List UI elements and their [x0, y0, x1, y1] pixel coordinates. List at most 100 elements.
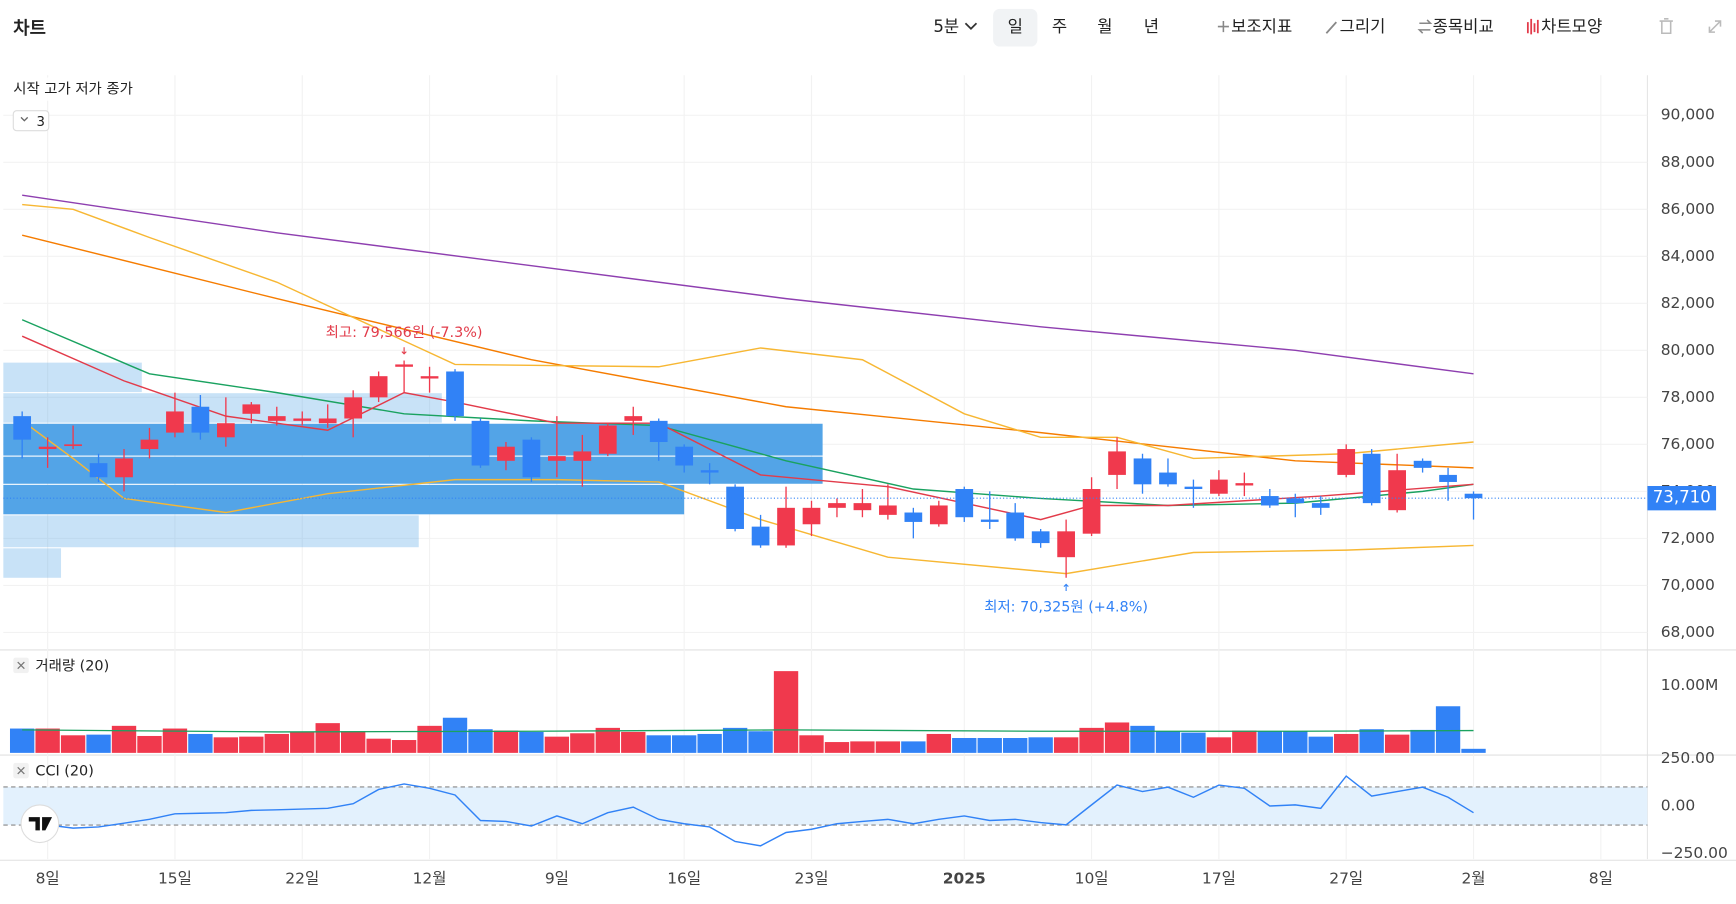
- x-tick-label: 22일: [285, 870, 319, 888]
- candle-body: [955, 489, 974, 518]
- volume-bar: [1435, 706, 1461, 753]
- volume-bar: [621, 731, 646, 753]
- annotation: 최저: 70,325원 (+4.8%): [984, 599, 1148, 616]
- volume-bar: [1308, 736, 1333, 753]
- candle-body: [318, 418, 337, 424]
- volume-profile-bar: [3, 484, 685, 515]
- candle-body: [166, 411, 184, 433]
- y-tick-label: 10.00M: [1661, 676, 1719, 694]
- volume-bar: [1384, 734, 1410, 753]
- candle-body: [624, 416, 643, 421]
- cci-line: [22, 775, 1474, 847]
- volume-bar: [1181, 732, 1206, 753]
- volume-bar: [697, 733, 722, 753]
- annotation-arrow: [1063, 583, 1069, 592]
- indicator-line: [22, 194, 1474, 375]
- y-tick-label: 88,000: [1661, 153, 1715, 171]
- volume-bar: [901, 741, 926, 753]
- volume-bar: [162, 728, 188, 753]
- volume-bar: [722, 727, 748, 753]
- candle-body: [522, 439, 541, 478]
- candle-body: [471, 420, 490, 466]
- volume-bar: [595, 727, 620, 753]
- volume-bar: [1028, 737, 1053, 753]
- volume-bar: [1104, 722, 1130, 753]
- page-title: 차트: [13, 18, 46, 39]
- candle-body: [1031, 531, 1050, 544]
- candle-body: [1464, 493, 1483, 499]
- x-tick-label: 27일: [1329, 870, 1363, 888]
- trash-icon[interactable]: [1659, 18, 1673, 34]
- candle-body: [89, 463, 108, 478]
- last-price-label: 73,710: [1653, 488, 1711, 507]
- volume-bar: [1130, 725, 1155, 753]
- volume-bar: [952, 738, 977, 753]
- tool-button[interactable]: 그리기: [1340, 17, 1386, 36]
- volume-bar: [773, 671, 799, 753]
- period-highlight: [993, 8, 1038, 47]
- period-button[interactable]: 년: [1144, 17, 1159, 36]
- period-button[interactable]: 주: [1052, 17, 1067, 36]
- volume-bar: [519, 731, 544, 753]
- candle-body: [191, 406, 210, 433]
- tool-button[interactable]: 차트모양: [1541, 17, 1602, 36]
- period-button[interactable]: 일: [1008, 17, 1023, 36]
- y-tick-label: 84,000: [1661, 247, 1715, 265]
- period-button[interactable]: 월: [1097, 17, 1112, 36]
- x-tick-label: 16일: [667, 870, 701, 888]
- volume-bar: [442, 717, 468, 753]
- band-fill: [3, 786, 1648, 826]
- x-tick-label: 15일: [158, 870, 192, 888]
- candle-body: [1159, 472, 1177, 485]
- indicator-line: [21, 420, 1474, 575]
- volume-bar: [977, 738, 1002, 753]
- chevron-icon: [964, 22, 978, 31]
- indicator-line: [22, 203, 1474, 460]
- y-tick-label: 70,000: [1661, 576, 1715, 594]
- candle-body: [420, 376, 439, 379]
- candle-body: [1388, 470, 1406, 511]
- panel-title: CCI (20): [35, 764, 93, 780]
- volume-bar: [366, 738, 391, 753]
- volume-bar: [824, 742, 850, 753]
- volume-bar: [1003, 738, 1028, 753]
- expand-icon[interactable]: [1708, 20, 1722, 33]
- last-price-box: [1647, 486, 1717, 511]
- candle-body: [1439, 474, 1457, 482]
- volume-profile-bar: [3, 423, 823, 456]
- candle-body: [64, 444, 82, 447]
- x-tick-label: 12월: [413, 870, 447, 888]
- x-tick-label: 23일: [795, 870, 829, 888]
- plot-layers: 8일 15일 22일 12월 9일 16일 23일 2025 10일 17일 27일 2월 8일 최고: …: [3, 75, 1728, 888]
- x-tick-label: 8일: [36, 870, 60, 888]
- candle-body: [777, 507, 795, 546]
- volume-bar: [417, 725, 442, 753]
- tool-button[interactable]: 종목비교: [1433, 17, 1494, 36]
- volume-bar: [391, 740, 417, 753]
- volume-bar: [850, 741, 875, 753]
- volume-bar: [468, 729, 493, 753]
- candle-body: [446, 371, 464, 417]
- candle-body: [217, 423, 235, 438]
- candle-body: [267, 416, 286, 421]
- volume-bar: [9, 728, 35, 753]
- candle-body: [1184, 486, 1203, 490]
- indicator-line: [21, 234, 1474, 469]
- interval-select[interactable]: 5분: [933, 17, 959, 36]
- y-tick-label: 78,000: [1661, 388, 1715, 406]
- chevron-icon: [20, 116, 29, 122]
- tool-button[interactable]: 보조지표: [1231, 17, 1292, 36]
- volume-bar: [875, 741, 901, 753]
- compare-icon: [1417, 19, 1433, 34]
- candle-body: [1286, 498, 1305, 504]
- volume-bar: [1053, 737, 1079, 753]
- data-layer: 8일 15일 22일 12월 9일 16일 23일 2025 10일 17일 27일 2월 8일 최고: …: [3, 106, 1728, 888]
- collapse-button[interactable]: [12, 110, 50, 132]
- y-tick-label: 68,000: [1661, 623, 1715, 641]
- candle-body: [1210, 479, 1228, 494]
- volume-bar: [188, 733, 213, 753]
- annotation: 최고: 79,566원 (-7.3%): [326, 324, 483, 341]
- volume-bar: [35, 728, 60, 753]
- y-tick-label: −250.00: [1661, 844, 1728, 862]
